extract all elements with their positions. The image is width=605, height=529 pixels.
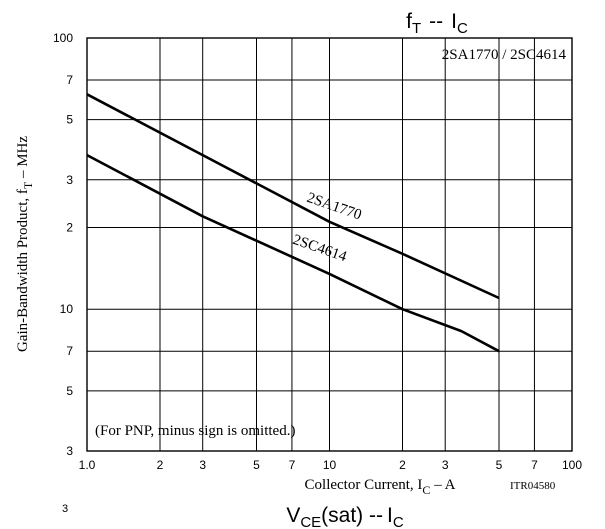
x-tick-label: 5 (496, 458, 503, 472)
series-line-2SA1770 (86, 93, 500, 300)
x-tick-label: 3 (199, 458, 206, 472)
series-line-2SC4614 (86, 153, 500, 353)
x-tick-label: 1.0 (79, 458, 96, 472)
y-tick-label: 3 (66, 444, 73, 458)
tick-labels: 1.0 2 3 5 7 10 2 3 5 7 100 3 5 7 10 2 3 5 7 100 (53, 31, 582, 472)
device-label: 2SA1770 / 2SC4614 (442, 47, 567, 63)
figure-code: ITR04580 (510, 480, 556, 492)
x-tick-label: 100 (562, 458, 582, 472)
y-tick-label: 3 (66, 173, 73, 187)
grid (87, 38, 572, 451)
plot-frame (86, 37, 573, 452)
x-tick-label: 2 (399, 458, 406, 472)
y-tick-label: 5 (66, 384, 73, 398)
y-tick-label: 7 (66, 344, 73, 358)
y-tick-label: 10 (60, 302, 74, 316)
chart-note: (For PNP, minus sign is omitted.) (95, 423, 295, 439)
y-tick-label: 5 (66, 113, 73, 127)
y-tick-label: 7 (66, 73, 73, 87)
x-tick-label: 3 (442, 458, 449, 472)
x-axis-label: Collector Current, IC – A (305, 477, 456, 497)
y-tick-label: 100 (53, 31, 73, 45)
y-axis-label: Gain-Bandwidth Product, fT – MHz (15, 136, 35, 352)
x-tick-label: 7 (289, 458, 296, 472)
x-tick-label: 2 (157, 458, 164, 472)
x-tick-label: 7 (531, 458, 538, 472)
x-tick-label: 10 (323, 458, 337, 472)
next-chart-title: VCE(sat) -- IC (286, 504, 404, 529)
next-chart-tick: 3 (62, 503, 68, 515)
chart-title: fT -- IC (406, 10, 468, 37)
y-tick-label: 2 (66, 221, 73, 235)
x-tick-label: 5 (253, 458, 260, 472)
series-label-2SA1770: 2SA1770 (305, 190, 364, 224)
